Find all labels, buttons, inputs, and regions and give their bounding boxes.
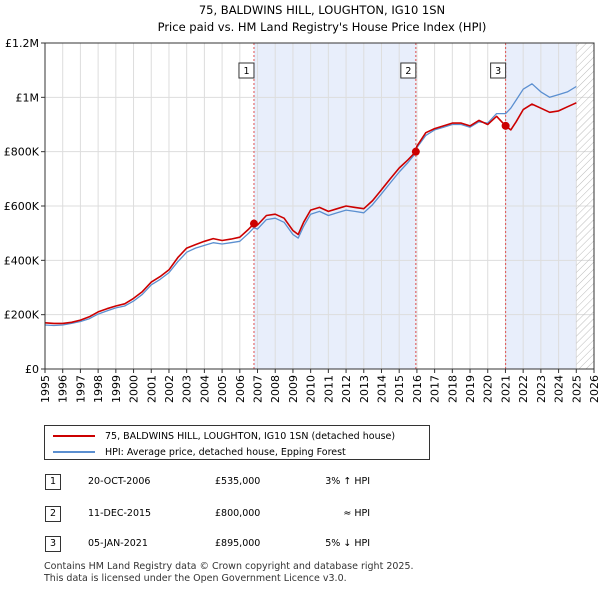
sale-number: 2 [45, 506, 61, 522]
sale-price: £895,000 [215, 538, 261, 549]
sale-point [411, 147, 420, 156]
x-tick-label: 2008 [269, 375, 282, 403]
forecast-hatch [576, 43, 594, 369]
x-tick-label: 2025 [570, 375, 583, 403]
x-tick-label: 2020 [482, 375, 495, 403]
y-tick-label: £600K [4, 200, 40, 213]
sale-hpi-comparison: 3% ↑ HPI [325, 476, 370, 487]
sale-hpi-comparison: ≈ HPI [343, 508, 370, 519]
x-tick-label: 2005 [216, 375, 229, 403]
sale-row: 2 11-DEC-2015 £800,000 ≈ HPI [0, 505, 600, 525]
sale-label-box: 3 [490, 62, 507, 79]
sale-row: 1 20-OCT-2006 £535,000 3% ↑ HPI [0, 473, 600, 493]
legend: 75, BALDWINS HILL, LOUGHTON, IG10 1SN (d… [44, 425, 430, 460]
y-tick-label: £1M [16, 91, 40, 104]
x-tick-label: 2016 [411, 375, 424, 403]
footer-attribution: Contains HM Land Registry data © Crown c… [44, 561, 414, 585]
legend-swatch-hpi [53, 451, 95, 453]
sale-number: 1 [45, 474, 61, 490]
x-tick-label: 2012 [340, 375, 353, 403]
axes: £0 £200K £400K £600K £800K £1M £1.2M 1995 1996 19… [4, 37, 600, 403]
x-tick-label: 2001 [145, 375, 158, 403]
x-tick-label: 2011 [322, 375, 335, 403]
chart-title: 75, BALDWINS HILL, LOUGHTON, IG10 1SN [199, 3, 445, 17]
sale-date: 11-DEC-2015 [88, 508, 152, 519]
x-tick-label: 2010 [305, 375, 318, 403]
x-tick-label: 2019 [464, 375, 477, 403]
legend-item-hpi: HPI: Average price, detached house, Eppi… [53, 444, 346, 460]
sale-label-box: 2 [400, 62, 417, 79]
x-tick-label: 2018 [446, 375, 459, 403]
legend-label-property: 75, BALDWINS HILL, LOUGHTON, IG10 1SN (d… [105, 430, 396, 442]
y-tick-label: £200K [4, 309, 40, 322]
property-price-line [44, 102, 577, 325]
forecast-hatch-area [576, 43, 594, 369]
x-tick-label: 2002 [163, 375, 176, 403]
sale-hpi-comparison: 5% ↓ HPI [325, 538, 370, 549]
x-tick-label: 1997 [74, 375, 87, 403]
legend-label-hpi: HPI: Average price, detached house, Eppi… [105, 446, 346, 458]
x-tick-label: 1996 [57, 375, 70, 403]
x-tick-label: 2006 [234, 375, 247, 403]
series-lines [44, 83, 577, 327]
y-tick-label: £1.2M [5, 37, 39, 50]
y-tick-label: £400K [4, 254, 40, 267]
sale-label-text: 2 [405, 66, 411, 77]
chart-subtitle: Price paid vs. HM Land Registry's House … [158, 20, 487, 34]
x-tick-label: 2026 [588, 375, 600, 403]
legend-swatch-property [53, 435, 95, 437]
sale-label-frame [490, 62, 507, 79]
x-tick-label: 2003 [181, 375, 194, 403]
footer-licence: This data is licensed under the Open Gov… [44, 573, 347, 584]
sale-label-box: 1 [238, 62, 255, 79]
x-tick-label: 2017 [429, 375, 442, 403]
x-tick-label: 2024 [553, 375, 566, 403]
x-tick-label: 2013 [358, 375, 371, 403]
x-tick-label: 2022 [517, 375, 530, 403]
x-tick-label: 2004 [198, 375, 211, 403]
sale-row: 3 05-JAN-2021 £895,000 5% ↓ HPI [0, 535, 600, 555]
sale-label-frame [400, 62, 417, 79]
sale-label-frame [238, 62, 255, 79]
x-tick-label: 2015 [393, 375, 406, 403]
sale-point [501, 121, 510, 130]
x-tick-label: 2014 [375, 375, 388, 403]
sale-point [249, 219, 258, 228]
x-tick-label: 2000 [128, 375, 141, 403]
sale-number: 3 [45, 536, 61, 552]
sale-date: 05-JAN-2021 [88, 538, 148, 549]
footer-copyright: Contains HM Land Registry data © Crown c… [44, 561, 414, 572]
sale-price: £800,000 [215, 508, 261, 519]
y-tick-label: £800K [4, 146, 40, 159]
sale-price: £535,000 [215, 476, 261, 487]
y-tick-label: £0 [25, 363, 39, 376]
sale-date: 20-OCT-2006 [88, 476, 151, 487]
x-tick-label: 1999 [110, 375, 123, 403]
x-tick-label: 2007 [252, 375, 265, 403]
hpi-line [44, 83, 577, 327]
x-tick-label: 2023 [535, 375, 548, 403]
sale-label-text: 1 [243, 66, 249, 77]
price-chart: 75, BALDWINS HILL, LOUGHTON, IG10 1SN Pr… [4, 3, 600, 403]
sale-label-boxes: 1 2 3 [238, 62, 507, 79]
x-tick-label: 1998 [92, 375, 105, 403]
x-tick-label: 1995 [39, 375, 52, 403]
sale-label-text: 3 [495, 66, 501, 77]
x-tick-label: 2009 [287, 375, 300, 403]
x-tick-label: 2021 [499, 375, 512, 403]
sale-points [249, 121, 510, 228]
legend-item-property: 75, BALDWINS HILL, LOUGHTON, IG10 1SN (d… [53, 428, 395, 444]
